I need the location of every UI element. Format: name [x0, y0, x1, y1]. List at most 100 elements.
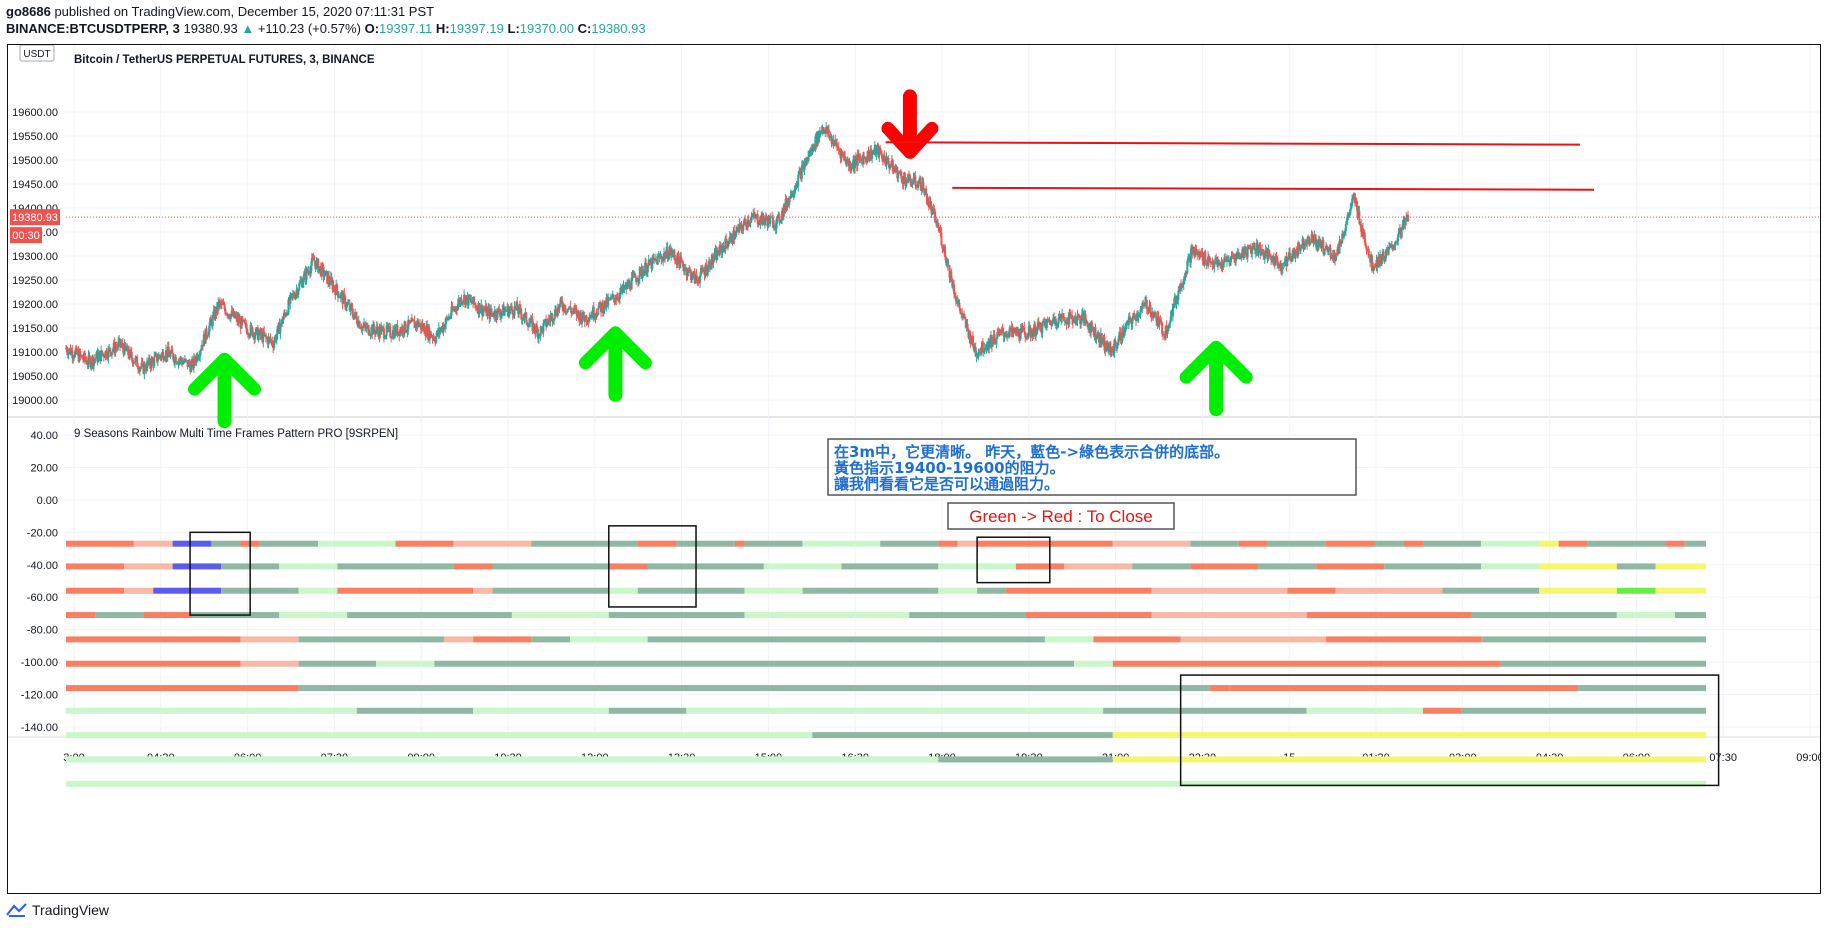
candle-body — [257, 333, 260, 341]
candle-body — [822, 127, 825, 131]
price-tick-label: 19150.00 — [12, 323, 58, 335]
candle-body — [545, 318, 548, 327]
high-value: 19397.19 — [449, 21, 504, 36]
candle-body — [686, 273, 689, 276]
candle-body — [464, 297, 467, 305]
candle-body — [306, 268, 309, 273]
candle-body — [615, 299, 618, 301]
heatmap-cell — [279, 563, 338, 570]
heatmap-cell — [298, 636, 445, 643]
candle-body — [1341, 233, 1344, 244]
candle-body — [353, 315, 356, 319]
candle-body — [838, 150, 841, 152]
candle-body — [305, 268, 308, 280]
indicator-tick-label: 0.00 — [37, 495, 58, 507]
candle-body — [727, 242, 730, 245]
candle-body — [1201, 252, 1204, 262]
candle-body — [483, 310, 486, 312]
label-box-text: Green -> Red : To Close — [969, 507, 1152, 526]
tradingview-logo-icon — [6, 903, 27, 917]
candle-body — [543, 320, 546, 324]
candle-body — [963, 316, 966, 319]
candle-body — [573, 307, 576, 310]
candle-body — [234, 316, 237, 318]
candle-body — [461, 301, 464, 304]
candle-body — [1062, 313, 1065, 317]
candle-body — [673, 254, 676, 261]
candle-body — [163, 359, 166, 361]
heatmap-cell — [1074, 660, 1113, 667]
candle-body — [651, 257, 654, 269]
candle-body — [127, 346, 130, 355]
candle-body — [240, 317, 243, 329]
candle-body — [279, 325, 282, 334]
heatmap-cell — [812, 732, 1113, 739]
candle-body — [1299, 247, 1302, 251]
candle-body — [391, 337, 394, 339]
heatmap-cell — [473, 707, 609, 714]
candle-body — [207, 334, 210, 337]
candle-body — [867, 150, 870, 161]
candle-body — [1129, 317, 1132, 323]
heatmap-cell — [66, 780, 1706, 787]
author-name[interactable]: go8686 — [6, 4, 51, 19]
heatmap-cell — [298, 660, 377, 667]
heatmap-cell — [66, 756, 939, 763]
candle-body — [1334, 253, 1337, 261]
candle-body — [134, 357, 137, 363]
candle-body — [549, 316, 552, 322]
candle-body — [144, 364, 147, 370]
candle-body — [486, 309, 489, 317]
candle-body — [87, 355, 90, 365]
candle-body — [793, 189, 796, 195]
heatmap-cell — [1287, 587, 1336, 594]
heatmap-cell — [66, 636, 241, 643]
candle-body — [435, 336, 438, 343]
candle-body — [569, 306, 572, 310]
candle-body — [667, 257, 670, 260]
candle-body — [254, 334, 257, 339]
tradingview-footer[interactable]: TradingView — [6, 902, 109, 918]
candle-body — [748, 222, 751, 225]
candle-body — [223, 304, 226, 310]
heatmap-cell — [1112, 540, 1191, 547]
candle-body — [638, 267, 641, 279]
candle-body — [1032, 331, 1035, 337]
highlight-box — [608, 525, 697, 608]
candle-body — [264, 334, 267, 338]
candle-body — [146, 361, 149, 371]
candle-body — [654, 258, 657, 260]
candle-body — [1275, 256, 1278, 258]
candle-body — [275, 334, 278, 341]
candle-body — [298, 283, 301, 291]
price-tick-label: 19200.00 — [12, 299, 58, 311]
candle-body — [1397, 228, 1400, 235]
heatmap-cell — [1374, 540, 1404, 547]
candle-body — [1080, 320, 1083, 324]
candle-body — [612, 294, 615, 299]
highlight-box — [976, 536, 1051, 584]
heatmap-cell — [298, 685, 1210, 692]
close-label: C: — [577, 21, 592, 36]
chart-canvas[interactable]: 19000.00 19050.00 19100.00 19150.00 19200.00… — [8, 45, 1820, 893]
heatmap-cell — [240, 636, 299, 643]
candle-body — [1149, 305, 1152, 314]
candle-body — [539, 326, 542, 337]
heatmap-cell — [1578, 685, 1706, 692]
candle-body — [900, 176, 903, 183]
candle-body — [910, 183, 913, 186]
note-line: 讓我們看看它是否可以通過阻力。 — [834, 475, 1059, 493]
candle-body — [1168, 323, 1171, 326]
candle-body — [1338, 240, 1341, 254]
candles-group — [65, 122, 1409, 380]
candle-body — [726, 244, 729, 248]
candle-body — [805, 157, 808, 166]
candle-body — [1055, 324, 1058, 326]
heatmap-cell — [66, 685, 299, 692]
heatmap-cell — [240, 660, 299, 667]
note-line: 黃色指示19400-19600的阻力。 — [834, 459, 1065, 477]
candle-body — [840, 151, 843, 159]
candle-body — [996, 332, 999, 339]
candle-body — [1268, 249, 1271, 256]
candle-body — [1270, 255, 1273, 260]
